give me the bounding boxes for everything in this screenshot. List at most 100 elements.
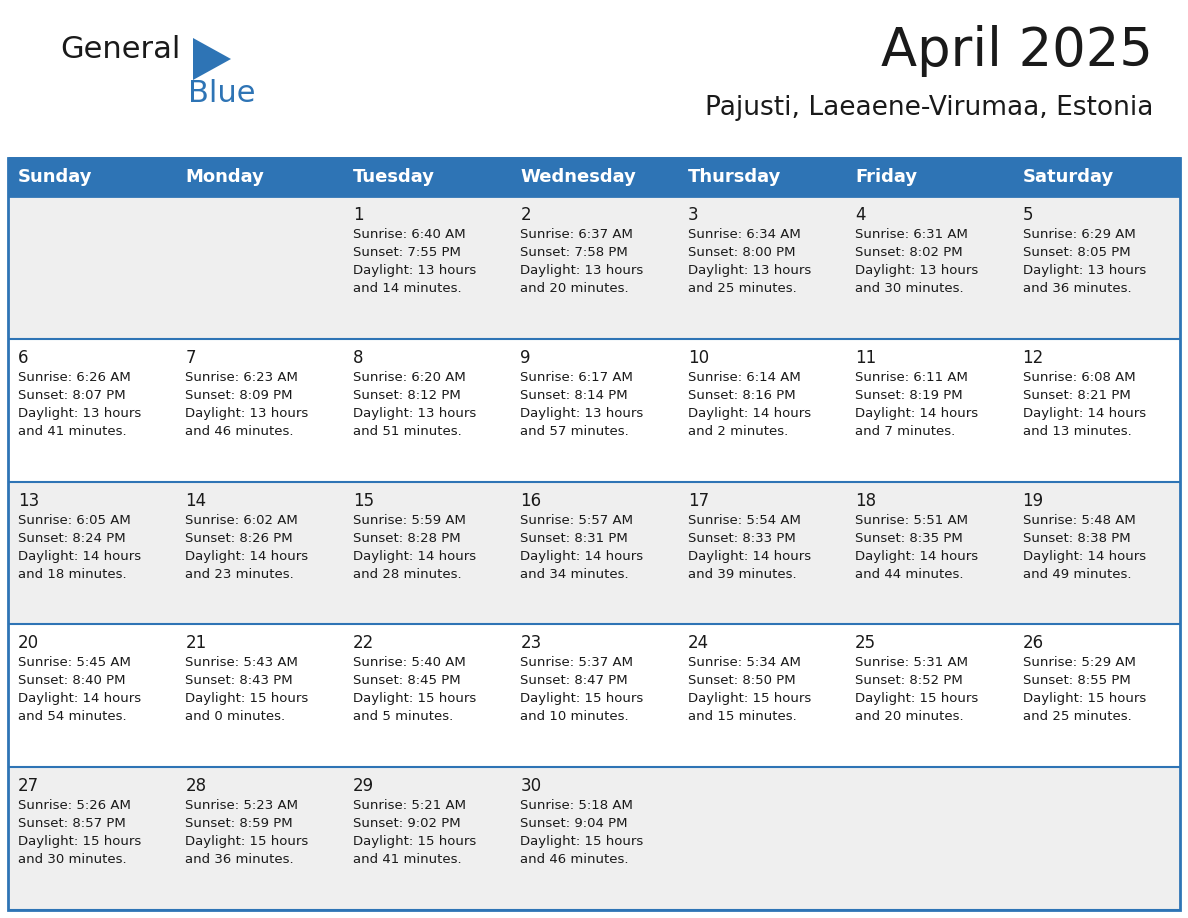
Text: Daylight: 13 hours: Daylight: 13 hours [855,264,979,277]
Text: Daylight: 15 hours: Daylight: 15 hours [185,835,309,848]
Text: and 46 minutes.: and 46 minutes. [520,853,628,867]
Text: Daylight: 14 hours: Daylight: 14 hours [185,550,309,563]
Text: Sunrise: 5:18 AM: Sunrise: 5:18 AM [520,800,633,812]
Text: 7: 7 [185,349,196,367]
Text: and 30 minutes.: and 30 minutes. [18,853,127,867]
Text: Sunrise: 5:43 AM: Sunrise: 5:43 AM [185,656,298,669]
Text: 30: 30 [520,778,542,795]
Text: Sunrise: 6:23 AM: Sunrise: 6:23 AM [185,371,298,384]
Text: Sunset: 8:12 PM: Sunset: 8:12 PM [353,389,461,402]
Text: and 51 minutes.: and 51 minutes. [353,425,462,438]
Text: and 46 minutes.: and 46 minutes. [185,425,293,438]
Bar [176,339,343,482]
Text: 22: 22 [353,634,374,653]
Text: 6: 6 [18,349,29,367]
Text: 16: 16 [520,492,542,509]
Bar [1012,624,1180,767]
Text: Sunset: 8:38 PM: Sunset: 8:38 PM [1023,532,1130,544]
Text: Daylight: 14 hours: Daylight: 14 hours [855,550,978,563]
Bar [8,482,176,624]
Text: Sunrise: 6:31 AM: Sunrise: 6:31 AM [855,228,968,241]
Text: Daylight: 13 hours: Daylight: 13 hours [18,407,141,420]
Bar [8,158,1180,910]
Bar [845,196,1012,339]
Text: 4: 4 [855,206,866,224]
Bar [511,482,677,624]
Text: 19: 19 [1023,492,1044,509]
Bar [677,158,845,196]
Bar [343,624,511,767]
Text: 24: 24 [688,634,709,653]
Text: Daylight: 14 hours: Daylight: 14 hours [1023,550,1145,563]
Text: Daylight: 14 hours: Daylight: 14 hours [18,550,141,563]
Text: and 5 minutes.: and 5 minutes. [353,711,453,723]
Text: Sunrise: 5:57 AM: Sunrise: 5:57 AM [520,513,633,527]
Text: 20: 20 [18,634,39,653]
Text: Sunset: 8:35 PM: Sunset: 8:35 PM [855,532,963,544]
Text: and 18 minutes.: and 18 minutes. [18,567,127,580]
Text: Sunrise: 6:37 AM: Sunrise: 6:37 AM [520,228,633,241]
Text: Daylight: 15 hours: Daylight: 15 hours [688,692,811,705]
Text: 3: 3 [688,206,699,224]
Text: Sunset: 8:26 PM: Sunset: 8:26 PM [185,532,293,544]
Text: Daylight: 14 hours: Daylight: 14 hours [1023,407,1145,420]
Text: Sunrise: 5:48 AM: Sunrise: 5:48 AM [1023,513,1136,527]
Text: Sunrise: 5:59 AM: Sunrise: 5:59 AM [353,513,466,527]
Text: Daylight: 15 hours: Daylight: 15 hours [520,692,644,705]
Text: Saturday: Saturday [1023,168,1114,186]
Text: 17: 17 [688,492,709,509]
Bar [1012,339,1180,482]
Bar [511,158,677,196]
Polygon shape [192,38,230,80]
Text: and 23 minutes.: and 23 minutes. [185,567,295,580]
Text: Sunrise: 5:21 AM: Sunrise: 5:21 AM [353,800,466,812]
Text: 10: 10 [688,349,709,367]
Text: and 34 minutes.: and 34 minutes. [520,567,628,580]
Bar [8,624,176,767]
Bar [176,482,343,624]
Text: and 0 minutes.: and 0 minutes. [185,711,285,723]
Text: and 15 minutes.: and 15 minutes. [688,711,796,723]
Text: Sunrise: 5:26 AM: Sunrise: 5:26 AM [18,800,131,812]
Text: Sunrise: 6:20 AM: Sunrise: 6:20 AM [353,371,466,384]
Text: Daylight: 13 hours: Daylight: 13 hours [353,264,476,277]
Text: Sunset: 8:21 PM: Sunset: 8:21 PM [1023,389,1130,402]
Text: Sunset: 7:55 PM: Sunset: 7:55 PM [353,246,461,259]
Text: and 36 minutes.: and 36 minutes. [1023,282,1131,295]
Bar [677,482,845,624]
Bar [845,624,1012,767]
Bar [1012,196,1180,339]
Text: Daylight: 15 hours: Daylight: 15 hours [520,835,644,848]
Text: and 25 minutes.: and 25 minutes. [1023,711,1131,723]
Bar [176,158,343,196]
Text: 21: 21 [185,634,207,653]
Text: and 49 minutes.: and 49 minutes. [1023,567,1131,580]
Text: Sunrise: 6:26 AM: Sunrise: 6:26 AM [18,371,131,384]
Text: 2: 2 [520,206,531,224]
Text: 11: 11 [855,349,877,367]
Text: 1: 1 [353,206,364,224]
Text: Sunrise: 5:45 AM: Sunrise: 5:45 AM [18,656,131,669]
Bar [511,339,677,482]
Text: and 20 minutes.: and 20 minutes. [855,711,963,723]
Bar [8,339,176,482]
Text: Sunset: 8:05 PM: Sunset: 8:05 PM [1023,246,1130,259]
Text: Sunset: 9:04 PM: Sunset: 9:04 PM [520,817,627,830]
Text: and 13 minutes.: and 13 minutes. [1023,425,1131,438]
Text: Sunrise: 5:54 AM: Sunrise: 5:54 AM [688,513,801,527]
Text: General: General [61,35,181,64]
Text: Sunset: 8:24 PM: Sunset: 8:24 PM [18,532,126,544]
Text: and 57 minutes.: and 57 minutes. [520,425,628,438]
Text: Daylight: 15 hours: Daylight: 15 hours [353,692,476,705]
Text: and 25 minutes.: and 25 minutes. [688,282,796,295]
Text: Monday: Monday [185,168,264,186]
Text: Sunset: 8:31 PM: Sunset: 8:31 PM [520,532,628,544]
Text: Sunset: 8:52 PM: Sunset: 8:52 PM [855,675,963,688]
Bar [1012,767,1180,910]
Text: 26: 26 [1023,634,1044,653]
Bar [511,624,677,767]
Text: Daylight: 15 hours: Daylight: 15 hours [18,835,141,848]
Text: and 41 minutes.: and 41 minutes. [18,425,127,438]
Text: Sunset: 8:33 PM: Sunset: 8:33 PM [688,532,796,544]
Text: Sunset: 8:00 PM: Sunset: 8:00 PM [688,246,795,259]
